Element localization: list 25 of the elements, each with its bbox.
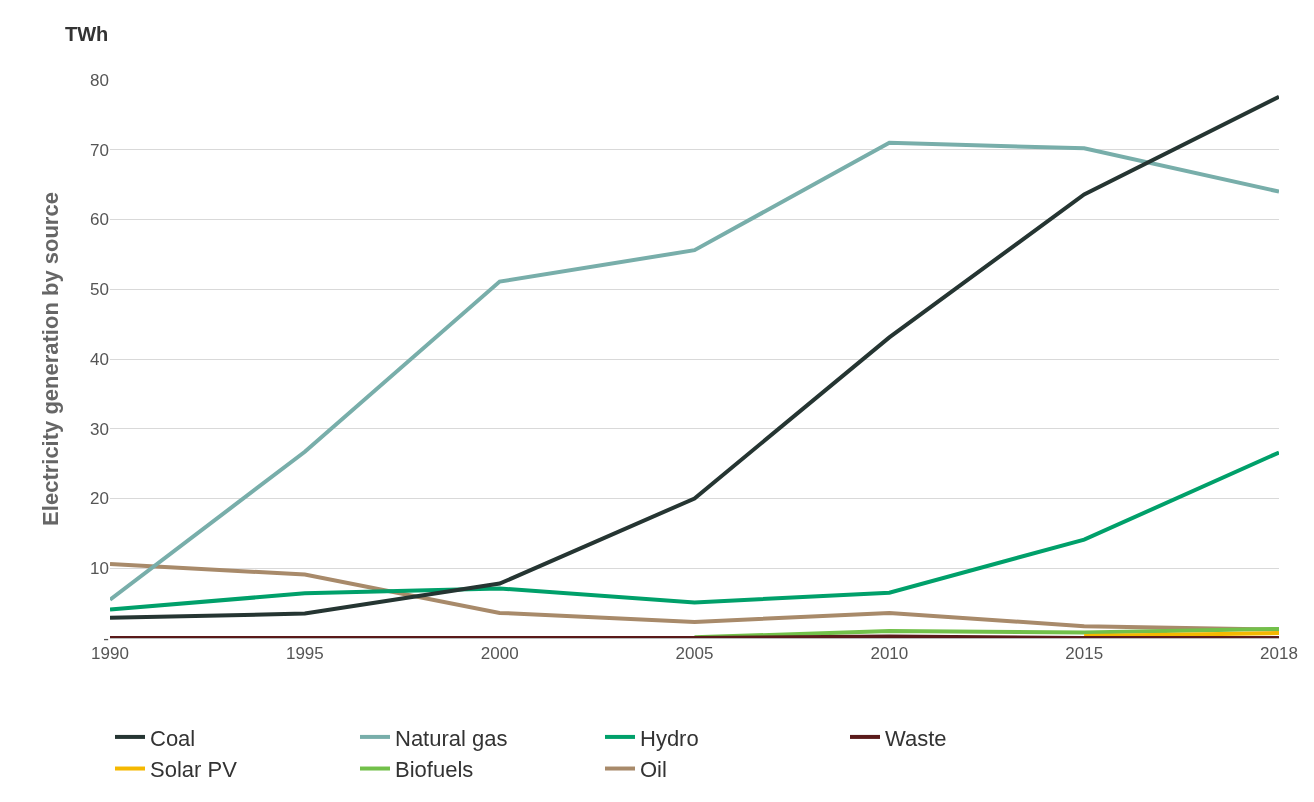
y-tick-label: 30 [90,419,109,439]
y-tick-label: 40 [90,349,109,369]
legend-label: Natural gas [395,725,508,751]
y-tick-label: 80 [90,70,109,90]
legend-label: Oil [640,757,667,783]
x-tick-label: 2005 [675,644,714,664]
x-tick-label: 1995 [285,644,324,664]
text: TWh [65,23,109,45]
y-tick-label: 10 [90,559,109,579]
legend-label: Coal [150,725,196,751]
line-series [110,450,1279,612]
legend-label: Waste [885,725,947,751]
legend-label: Hydro [640,725,699,751]
y-tick-label: 20 [90,489,109,509]
x-tick-label: 2000 [480,644,519,664]
legend-label: Biofuels [395,757,474,783]
x-tick-label: 2015 [1065,644,1104,664]
y-tick-label: 70 [90,140,109,160]
y-axis-title: Electricity generation by source [37,192,63,526]
y-tick-label: 60 [90,210,109,230]
line-series [692,626,1279,638]
x-tick-label: 2010 [870,644,909,664]
y-tick-label: 50 [90,280,109,300]
legend-label: Solar PV [150,757,238,783]
x-tick-label: 2018 [1260,644,1298,664]
